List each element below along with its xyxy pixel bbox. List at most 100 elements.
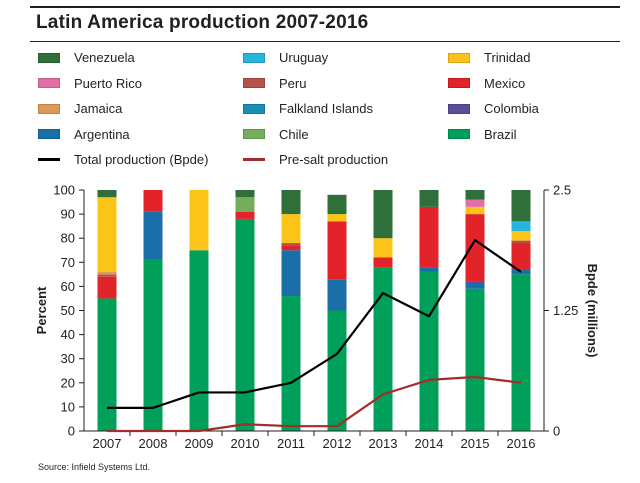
- bar-mexico-2012: [327, 221, 347, 280]
- x-tick-label: 2007: [93, 436, 122, 451]
- bar-brazil-2010: [235, 218, 255, 431]
- legend-swatch: [38, 78, 60, 88]
- legend-label: Uruguay: [279, 50, 329, 65]
- y2-tick-label: 0: [553, 424, 560, 439]
- source-note: Source: Infield Systems Ltd.: [38, 462, 151, 472]
- legend-label: Mexico: [484, 75, 526, 91]
- legend-swatch: [38, 103, 60, 114]
- legend-item-pre-salt-production: Pre-salt production: [243, 152, 388, 167]
- bar-venezuela-2016: [511, 190, 531, 222]
- bar-brazil-2009: [189, 250, 209, 431]
- legend-label: Venezuela: [74, 50, 135, 65]
- bar-venezuela-2010: [235, 190, 255, 198]
- legend-label: Falkland Islands: [279, 101, 373, 116]
- legend-item-falkland-islands: Falkland Islands: [243, 101, 373, 116]
- bar-trinidad-2015: [465, 206, 485, 215]
- bar-mexico-2008: [143, 190, 163, 212]
- chart-title: Latin America production 2007-2016: [36, 12, 369, 33]
- bar-venezuela-2014: [419, 190, 439, 207]
- bar-peru-2007: [97, 274, 117, 277]
- bar-brazil-2014: [419, 271, 439, 431]
- bar-mexico-2010: [235, 211, 255, 219]
- legend-item-total-production-bpde: Total production (Bpde): [38, 152, 208, 167]
- legend-label: Colombia: [484, 101, 539, 116]
- x-tick-label: 2010: [231, 436, 260, 451]
- legend-label: Chile: [279, 126, 309, 142]
- y-tick-label: 30: [61, 351, 75, 366]
- bar-mexico-2007: [97, 276, 117, 299]
- legend-label: Trinidad: [484, 50, 531, 65]
- bar-peru-2011: [281, 243, 301, 246]
- x-tick-label: 2013: [369, 436, 398, 451]
- legend-swatch: [448, 103, 470, 114]
- legend-label: Brazil: [484, 126, 517, 142]
- y-tick-label: 100: [53, 183, 75, 198]
- y-tick-label: 20: [61, 375, 75, 390]
- legend-swatch: [243, 158, 265, 161]
- bar-chile-2010: [235, 197, 255, 212]
- bar-argentina-2008: [143, 211, 163, 260]
- bar-argentina-2014: [419, 267, 439, 272]
- legend-label: Jamaica: [74, 101, 123, 116]
- y-tick-label: 90: [61, 207, 75, 222]
- y2-tick-label: 1.25: [553, 303, 578, 318]
- bar-trinidad-2013: [373, 238, 393, 258]
- bar-peru-2016: [511, 240, 531, 244]
- legend-label: Argentina: [74, 126, 130, 142]
- bar-mexico-2016: [511, 243, 531, 270]
- legend-swatch: [38, 52, 60, 63]
- bar-mexico-2013: [373, 257, 393, 268]
- legend-swatch: [243, 129, 265, 139]
- bar-brazil-2015: [465, 288, 485, 431]
- legend-item-venezuela: Venezuela: [38, 50, 135, 65]
- bar-trinidad-2012: [327, 214, 347, 222]
- y2-tick-label: 2.5: [553, 183, 571, 198]
- bar-argentina-2011: [281, 250, 301, 297]
- bar-venezuela-2015: [465, 190, 485, 200]
- legend-swatch: [243, 52, 265, 63]
- legend-item-colombia: Colombia: [448, 101, 539, 116]
- bar-colombia-2015: [465, 281, 485, 284]
- legend-label: Pre-salt production: [279, 152, 389, 167]
- x-tick-label: 2008: [139, 436, 168, 451]
- bar-mexico-2014: [419, 206, 439, 268]
- legend-item-puerto-rico: Puerto Rico: [38, 76, 142, 91]
- legend-item-jamaica: Jamaica: [38, 101, 122, 116]
- bar-venezuela-2011: [281, 190, 301, 215]
- legend-swatch: [448, 129, 470, 139]
- y-tick-label: 50: [61, 303, 75, 318]
- y-tick-label: 40: [61, 327, 75, 342]
- bar-brazil-2012: [327, 310, 347, 431]
- bar-mexico-2015: [465, 214, 485, 282]
- bar-puerto-rico-2015: [465, 199, 485, 207]
- x-tick-label: 2012: [323, 436, 352, 451]
- line-pre-salt-production: [107, 375, 522, 433]
- legend-swatch: [38, 129, 60, 139]
- title-rule: [30, 41, 620, 42]
- legend-swatch: [38, 158, 60, 161]
- bar-trinidad-2011: [281, 214, 301, 244]
- legend-item-mexico: Mexico: [448, 76, 525, 91]
- bar-venezuela-2013: [373, 190, 393, 239]
- y-axis-label: Percent: [34, 286, 49, 334]
- x-tick-label: 2014: [415, 436, 444, 451]
- legend-item-trinidad: Trinidad: [448, 50, 530, 65]
- bar-brazil-2011: [281, 296, 301, 431]
- line-total-production-bpde: [107, 239, 522, 409]
- x-tick-label: 2011: [277, 436, 305, 451]
- legend-item-brazil: Brazil: [448, 127, 517, 142]
- bar-jamaica-2007: [97, 271, 117, 275]
- y-tick-label: 0: [68, 424, 75, 439]
- bar-brazil-2007: [97, 298, 117, 431]
- bar-brazil-2016: [511, 274, 531, 431]
- legend-swatch: [448, 52, 470, 63]
- legend-item-argentina: Argentina: [38, 127, 130, 142]
- bar-mexico-2011: [281, 245, 301, 251]
- bar-trinidad-2007: [97, 197, 117, 272]
- bar-venezuela-2012: [327, 194, 347, 215]
- bar-venezuela-2007: [97, 190, 117, 198]
- legend-swatch: [448, 78, 470, 88]
- y2-axis-label: Bpde (millions): [585, 264, 600, 358]
- legend-swatch: [243, 103, 265, 114]
